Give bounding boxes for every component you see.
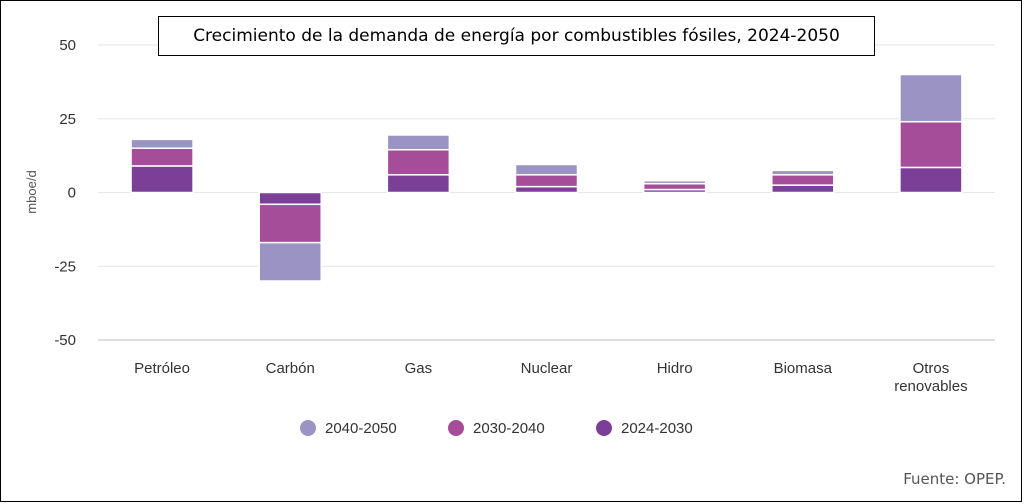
legend-swatch (300, 420, 316, 436)
bar-segment (899, 73, 963, 123)
bar-segment (514, 174, 579, 188)
y-tick-label: 0 (68, 185, 76, 202)
y-tick-label: -25 (54, 258, 76, 275)
bar-segment (771, 174, 835, 186)
bar-segment (258, 203, 322, 244)
source-note: Fuente: OPEP. (903, 470, 1006, 488)
bar-segment (899, 120, 963, 169)
legend-label: 2030-2040 (473, 420, 545, 437)
bar-segment (130, 165, 194, 194)
bar-segment (514, 185, 579, 194)
bar-segment (386, 148, 451, 176)
x-tick-labels: Petróleo Carbón Gas Nuclear Hidro Biomasa Otro… (134, 360, 967, 395)
bar-segment (642, 182, 707, 191)
bar-segment (386, 134, 451, 151)
y-tick-labels: 50 25 0 -25 -50 (54, 37, 76, 349)
bar-segment (386, 174, 451, 194)
bars (130, 73, 963, 282)
x-tick-label: Biomasa (774, 360, 833, 377)
bar-segment (771, 169, 835, 176)
y-tick-label: 25 (59, 111, 76, 128)
legend-label: 2024-2030 (621, 420, 693, 437)
y-axis-label: mboe/d (24, 170, 39, 213)
x-tick-label: Petróleo (134, 360, 190, 377)
bar-segment (130, 138, 194, 149)
x-tick-label: Hidro (657, 360, 693, 377)
bar-segment (514, 163, 579, 176)
x-tick-label: Carbón (266, 360, 315, 377)
bar-segment (771, 184, 835, 194)
chart-title: Crecimiento de la demanda de energía por… (158, 16, 875, 56)
legend-swatch (448, 420, 464, 436)
x-tick-label: Gas (405, 360, 433, 377)
bar-segment (258, 241, 322, 282)
bar-segment (899, 166, 963, 194)
legend-swatch (596, 420, 612, 436)
y-tick-label: 50 (59, 37, 76, 54)
legend: 2040-2050 2030-2040 2024-2030 (300, 420, 693, 437)
x-tick-label: Otros (913, 360, 950, 377)
x-tick-label: renovables (894, 378, 967, 395)
y-tick-label: -50 (54, 332, 76, 349)
legend-label: 2040-2050 (325, 420, 397, 437)
x-tick-label: Nuclear (521, 360, 573, 377)
bar-segment (258, 191, 322, 206)
bar-segment (642, 179, 707, 185)
bar-segment (130, 147, 194, 167)
